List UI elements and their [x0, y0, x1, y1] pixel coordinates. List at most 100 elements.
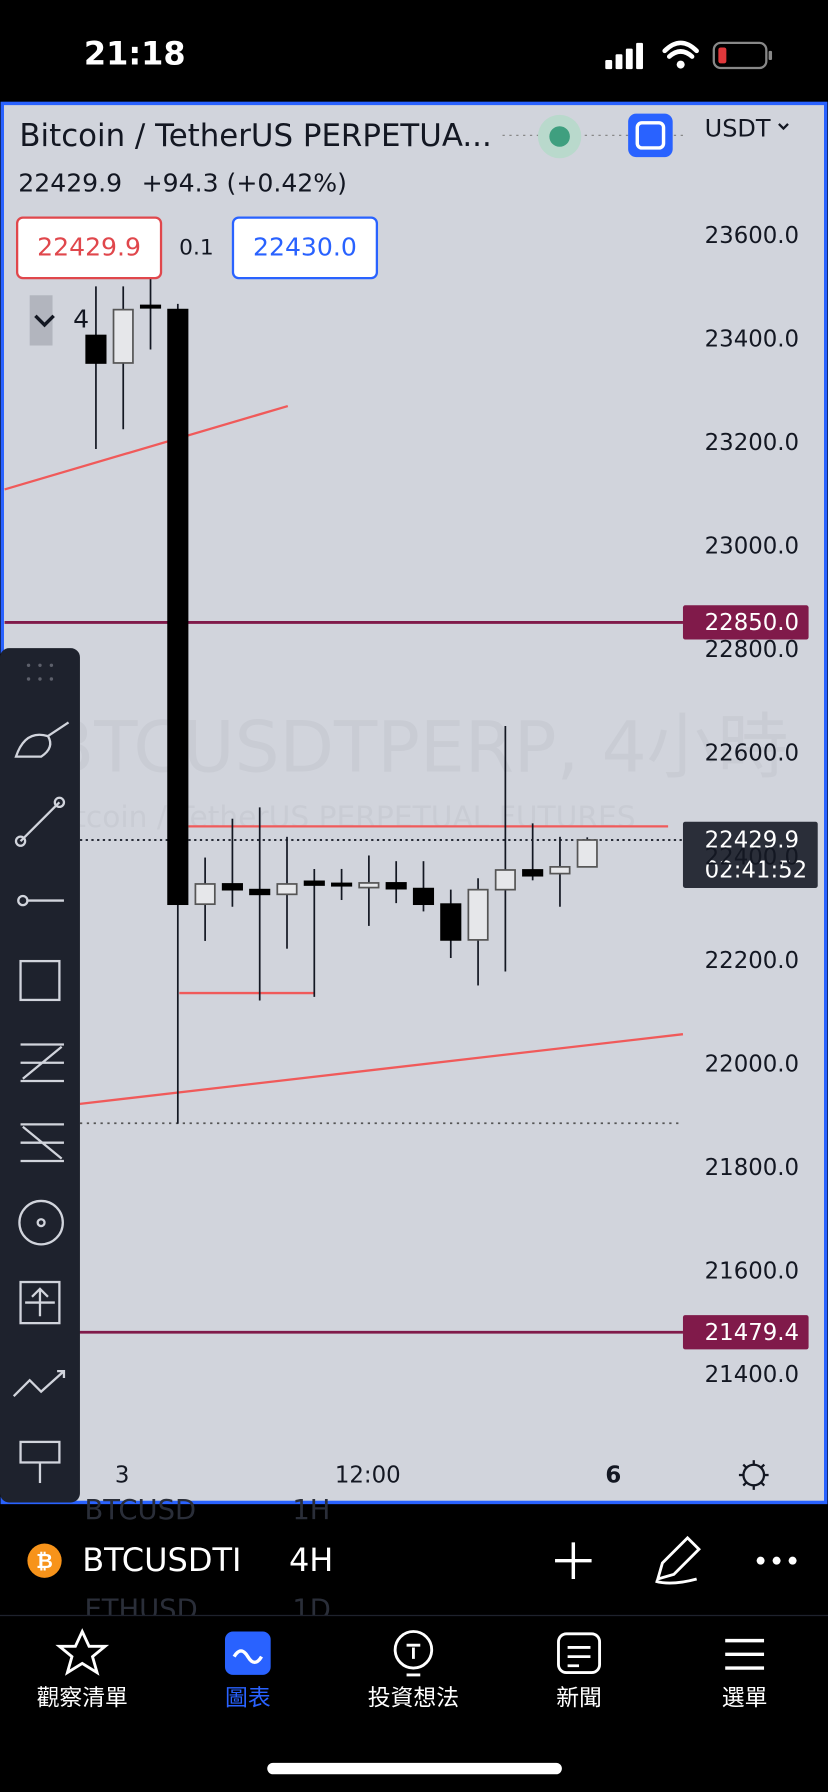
nav-icon[interactable]: [224, 1631, 271, 1675]
clock: 21:18: [84, 34, 186, 72]
tool-pitchfork[interactable]: [20, 1123, 64, 1163]
last-price-badge: [682, 821, 818, 888]
watermark-text: BTCUSDTPERP, 4小時: [46, 706, 789, 789]
x-tick-label: 12:00: [335, 1463, 401, 1489]
countdown: 02:41:52: [705, 857, 808, 883]
y-tick-label: 22800.0: [705, 637, 799, 663]
ghost-symbol: BTCUSD: [85, 1495, 197, 1526]
draw-button[interactable]: [655, 1535, 701, 1585]
candle-body: [221, 883, 243, 891]
candle-body: [576, 839, 598, 868]
currency[interactable]: USDT: [705, 115, 771, 143]
bid-price: 22429.9: [37, 232, 141, 261]
status-icons: [605, 40, 773, 70]
more-button[interactable]: [756, 1556, 797, 1565]
nav-label[interactable]: 新聞: [556, 1685, 602, 1711]
fullscreen-icon: [635, 121, 666, 150]
settings-tooth: [760, 1481, 766, 1487]
tool-circle[interactable]: [18, 1199, 64, 1246]
nav-label[interactable]: 觀察清單: [37, 1685, 128, 1711]
drawing-toolbar: [0, 648, 80, 1503]
drawings: [4, 404, 684, 1105]
indicator-toggle[interactable]: [34, 314, 55, 328]
buy-button[interactable]: [231, 216, 379, 280]
tool-brush[interactable]: [14, 721, 70, 758]
tool-fib[interactable]: [20, 1043, 64, 1083]
candle-body: [385, 882, 407, 890]
nav-label[interactable]: 圖表: [225, 1685, 271, 1711]
nav-label[interactable]: 投資想法: [368, 1685, 459, 1711]
status-bar: [0, 0, 828, 104]
y-tick-label: 23200.0: [705, 430, 799, 456]
indicator-count: 4: [73, 304, 89, 333]
y-tick-label: 23400.0: [705, 326, 799, 352]
price-badge-label: 22850.0: [705, 610, 799, 636]
settings-tooth: [742, 1481, 748, 1487]
market-status: [549, 126, 570, 147]
candle-body: [412, 887, 435, 906]
y-tick-label: 22000.0: [705, 1051, 799, 1077]
tool-rectangle[interactable]: [19, 959, 61, 1002]
x-tick-label: 3: [115, 1463, 130, 1489]
y-tick-label: 22200.0: [705, 948, 799, 974]
candle-body: [139, 304, 162, 309]
nav-label[interactable]: 選單: [722, 1685, 768, 1711]
interval[interactable]: 4H: [289, 1541, 333, 1579]
sell-button[interactable]: [15, 216, 163, 280]
candle-body: [167, 308, 189, 906]
watermark-sub: Bitcoin / TetherUS PERPETUAL FUTURES: [46, 800, 636, 835]
candle-body: [331, 882, 353, 887]
nav-icon[interactable]: [557, 1632, 602, 1675]
add-button[interactable]: [555, 1542, 592, 1579]
price-badge: [682, 605, 809, 640]
symbol-title[interactable]: Bitcoin / TetherUS PERPETUA...: [19, 118, 491, 154]
y-tick-label: 21400.0: [705, 1362, 799, 1388]
candle-body: [85, 334, 107, 364]
settings-button[interactable]: [738, 1460, 769, 1490]
home-indicator: [267, 1762, 562, 1775]
y-tick-label: 22400.0: [705, 844, 799, 870]
candle-body: [112, 308, 134, 364]
price-badge-label: 21479.4: [705, 1320, 799, 1346]
candle-body: [249, 888, 271, 896]
last-price: 22429.9: [18, 168, 122, 197]
settings-tooth: [742, 1463, 748, 1469]
candle-body: [549, 866, 571, 875]
coin-glyph: ₿: [36, 1549, 53, 1573]
tool-measure[interactable]: [19, 1280, 61, 1325]
candle-body: [440, 903, 462, 941]
tool-forecast[interactable]: [12, 1369, 66, 1398]
coin-icon: [27, 1543, 62, 1578]
x-tick-label: 6: [605, 1463, 621, 1489]
candle-body: [522, 869, 544, 877]
nav-icon-glyph: [232, 1649, 264, 1665]
ask-price: 22430.0: [253, 232, 357, 261]
fullscreen-button[interactable]: [628, 113, 673, 158]
last-price-label: 22429.9: [705, 828, 799, 854]
symbol-clip: BTCUSDTI: [82, 1541, 241, 1579]
candle-body: [358, 882, 380, 889]
currency-caret: [778, 123, 789, 131]
y-tick-label: 22600.0: [705, 741, 799, 767]
symbol-name[interactable]: BTCUSDTI: [82, 1541, 241, 1579]
symbol-bar: [0, 1505, 828, 1616]
chart-frame[interactable]: [0, 101, 828, 1505]
nav-icon[interactable]: [393, 1630, 434, 1677]
spread: 0.1: [179, 235, 214, 260]
candle-body: [276, 883, 298, 896]
candle-body: [194, 883, 216, 906]
candle-body: [494, 869, 516, 891]
nav-icon[interactable]: [725, 1638, 765, 1670]
nav-icon[interactable]: [55, 1628, 110, 1676]
settings-tooth: [760, 1463, 766, 1469]
y-tick-label: 23000.0: [705, 534, 799, 560]
tool-trendline[interactable]: [19, 801, 61, 842]
ghost-interval: 1H: [292, 1495, 330, 1526]
y-tick-label: 21800.0: [705, 1155, 799, 1181]
price-badge: [682, 1315, 809, 1350]
candle-body: [303, 880, 325, 886]
y-tick-label: 21600.0: [705, 1259, 799, 1285]
candle-body: [467, 888, 489, 941]
price-change: +94.3 (+0.42%): [142, 168, 347, 197]
